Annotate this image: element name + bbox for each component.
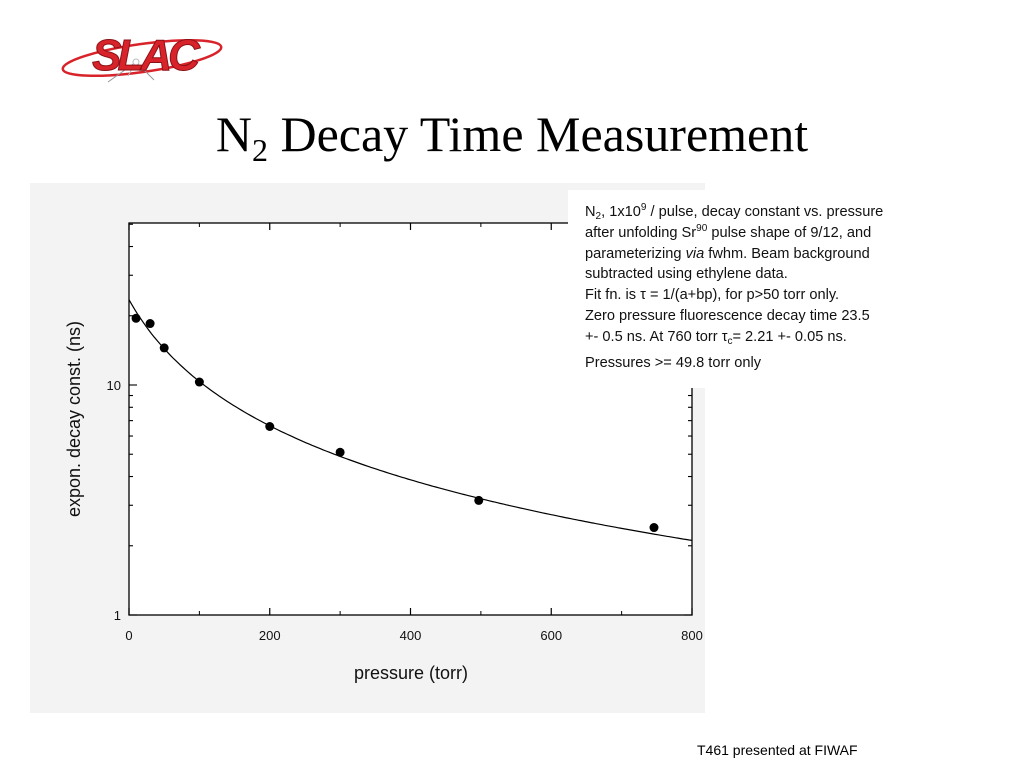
- slide-footer: T461 presented at FIWAF: [697, 742, 858, 758]
- title-rest: Decay Time Measurement: [267, 106, 809, 162]
- data-point: [194, 377, 204, 387]
- data-point: [159, 343, 169, 353]
- annotation-line-4: subtracted using ethylene data.: [585, 266, 788, 283]
- x-tick-label: 200: [259, 628, 281, 643]
- data-point: [145, 319, 155, 329]
- x-tick-label: 600: [540, 628, 562, 643]
- y-axis-label: expon. decay const. (ns): [64, 321, 84, 517]
- title-subscript: 2: [251, 132, 268, 168]
- y-tick-label: 1: [114, 608, 121, 623]
- y-tick-label: 10: [107, 378, 121, 393]
- data-point: [265, 422, 275, 432]
- annotation-line-6: Zero pressure fluorescence decay time 23…: [585, 307, 870, 324]
- data-point: [335, 447, 345, 457]
- slide-title: N2 Decay Time Measurement: [0, 104, 1024, 166]
- fit-layer: [128, 299, 693, 541]
- title-prefix: N: [215, 106, 252, 162]
- annotation-line-1: N2, 1x109 / pulse, decay constant vs. pr…: [585, 202, 884, 222]
- fit-annotation: N2, 1x109 / pulse, decay constant vs. pr…: [568, 190, 980, 388]
- y-ticks: 1 10: [107, 223, 692, 623]
- data-point: [649, 523, 659, 533]
- data-point: [131, 313, 141, 323]
- annotation-line-3: parameterizing via fwhm. Beam background: [585, 245, 870, 262]
- fit-curve: [128, 299, 693, 541]
- x-tick-label: 800: [681, 628, 703, 643]
- data-point: [474, 495, 484, 505]
- x-tick-label: 0: [125, 628, 132, 643]
- points-layer: [131, 313, 659, 533]
- x-axis-label: pressure (torr): [354, 663, 468, 683]
- annotation-line-5: Fit fn. is τ = 1/(a+bp), for p>50 torr o…: [585, 287, 840, 304]
- annotation-line-2: after unfolding Sr90 pulse shape of 9/12…: [585, 222, 872, 241]
- annotation-line-8: Pressures >= 49.8 torr only: [585, 354, 762, 371]
- x-ticks: 0 200 400 600 800: [125, 223, 703, 643]
- x-tick-label: 400: [400, 628, 422, 643]
- logo-text: SLAC: [92, 31, 201, 80]
- slac-logo: SLAC: [61, 31, 223, 83]
- annotation-line-7: +- 0.5 ns. At 760 torr τc= 2.21 +- 0.05 …: [585, 328, 847, 347]
